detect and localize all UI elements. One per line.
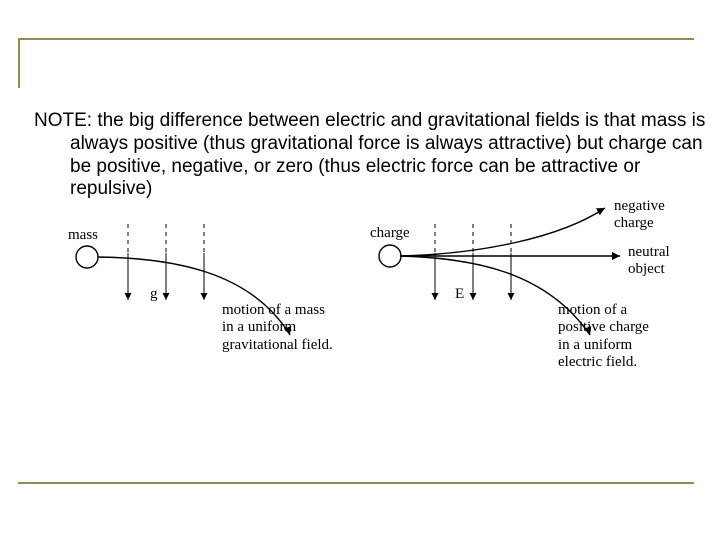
physics-diagram	[0, 0, 720, 540]
label-neutral-object: neutralobject	[628, 244, 670, 279]
label-mass: mass	[68, 227, 98, 244]
slide: NOTE: the big difference between electri…	[0, 0, 720, 540]
caption-motion-charge: motion of apositive chargein a uniformel…	[558, 302, 649, 371]
caption-motion-mass: motion of a massin a uniformgravitationa…	[222, 302, 333, 354]
label-charge: charge	[370, 225, 410, 242]
label-negative-charge: negativecharge	[614, 198, 665, 233]
label-E: E	[455, 286, 464, 303]
label-g: g	[150, 286, 158, 303]
